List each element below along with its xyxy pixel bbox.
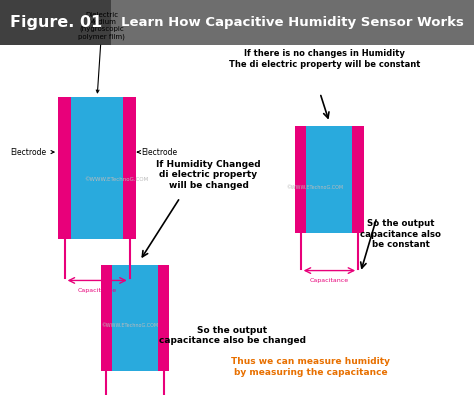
Bar — [58, 97, 71, 239]
Text: So the output
capacitance also be changed: So the output capacitance also be change… — [159, 326, 306, 345]
Text: Dielectric
Medium
(hygroscopic
polymer film): Dielectric Medium (hygroscopic polymer f… — [79, 11, 125, 93]
Bar — [158, 265, 169, 371]
Text: If Humidity Changed
di electric property
will be changed: If Humidity Changed di electric property… — [156, 160, 261, 190]
Bar — [295, 126, 306, 233]
Bar — [0, 0, 474, 45]
Bar — [306, 126, 352, 233]
Bar — [71, 97, 123, 239]
Bar — [112, 265, 158, 371]
Text: Capacitance: Capacitance — [310, 278, 349, 283]
Bar — [352, 126, 364, 233]
Text: Learn How Capacitive Humidity Sensor Works: Learn How Capacitive Humidity Sensor Wor… — [121, 16, 464, 29]
Text: Electrode: Electrode — [137, 148, 177, 156]
Text: So the output
capacitance also
be constant: So the output capacitance also be consta… — [360, 219, 441, 249]
Text: If there is no changes in Humidity
The di electric property will be constant: If there is no changes in Humidity The d… — [229, 49, 420, 69]
Bar — [0, 0, 111, 45]
Bar — [0, 45, 474, 395]
Text: Electrode: Electrode — [10, 148, 54, 156]
Text: Figure. 01: Figure. 01 — [9, 15, 102, 30]
Text: ©WWW.ETechnoG.COM: ©WWW.ETechnoG.COM — [102, 324, 159, 328]
Text: Capacitance: Capacitance — [78, 288, 117, 293]
Bar — [100, 265, 112, 371]
Bar — [123, 97, 136, 239]
Text: ©WWW.ETechnoG.COM: ©WWW.ETechnoG.COM — [84, 177, 148, 182]
Text: Thus we can measure humidity
by measuring the capacitance: Thus we can measure humidity by measurin… — [231, 357, 390, 377]
Text: ©WWW.ETechnoG.COM: ©WWW.ETechnoG.COM — [287, 185, 344, 190]
